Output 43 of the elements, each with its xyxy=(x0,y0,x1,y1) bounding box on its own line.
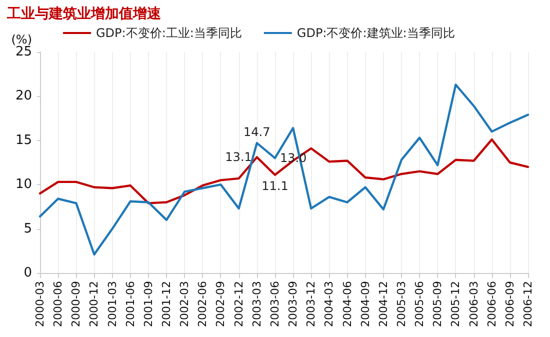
x-tick-label: 2004-06 xyxy=(340,281,354,327)
data-label: 11.1 xyxy=(262,178,288,193)
legend-label: GDP:不变价:工业:当季同比 xyxy=(96,26,242,40)
x-tick-label: 2004-09 xyxy=(358,281,372,327)
x-tick-label: 2001-06 xyxy=(124,281,137,327)
x-tick-label: 2000-06 xyxy=(52,281,65,327)
x-tick-label: 2002-12 xyxy=(232,281,246,327)
x-tick-label: 2003-09 xyxy=(286,281,300,327)
x-tick-label: 2004-03 xyxy=(322,281,336,327)
line-series xyxy=(38,138,530,204)
y-tick-label: 10 xyxy=(15,177,32,192)
x-tick-label: 2001-03 xyxy=(106,281,119,327)
data-label: 14.7 xyxy=(244,125,270,140)
x-tick-label: 2005-12 xyxy=(449,281,462,327)
x-tick-label: 2003-03 xyxy=(250,281,264,327)
x-tick-label: 2002-06 xyxy=(196,281,210,327)
x-tick-label: 2003-06 xyxy=(268,281,282,327)
x-tick-label: 2000-03 xyxy=(34,281,46,327)
x-tick-label: 2001-09 xyxy=(142,281,155,327)
legend-label: GDP:不变价:建筑业:当季同比 xyxy=(296,26,455,40)
chart-title: 工业与建筑业增加值增速 xyxy=(6,6,162,22)
x-tick-label: 2004-12 xyxy=(376,281,390,327)
x-tick-label: 2002-03 xyxy=(178,281,192,327)
y-tick-label: 15 xyxy=(15,132,32,148)
y-tick-label: 25 xyxy=(15,44,32,60)
x-tick-label: 2006-12 xyxy=(522,281,534,327)
y-tick-label: 20 xyxy=(15,88,32,104)
y-tick-label: 0 xyxy=(24,266,32,280)
x-tick-label: 2006-03 xyxy=(467,281,480,327)
x-tick-label: 2006-09 xyxy=(503,281,516,327)
x-tick-label: 2000-09 xyxy=(70,281,83,327)
x-tick-label: 2001-12 xyxy=(160,281,174,327)
x-tick-label: 2002-09 xyxy=(214,281,228,327)
line-series xyxy=(38,84,530,256)
x-tick-label: 2000-12 xyxy=(88,281,101,327)
y-axis-title: (%) xyxy=(11,32,32,47)
x-tick-label: 2005-09 xyxy=(431,281,444,327)
y-tick-label: 5 xyxy=(24,221,32,236)
x-tick-label: 2005-06 xyxy=(413,281,426,327)
x-tick-label: 2005-03 xyxy=(394,281,408,327)
data-label: 13.1 xyxy=(225,150,252,164)
x-tick-label: 2006-06 xyxy=(485,281,498,327)
x-tick-label: 2003-12 xyxy=(304,281,318,327)
